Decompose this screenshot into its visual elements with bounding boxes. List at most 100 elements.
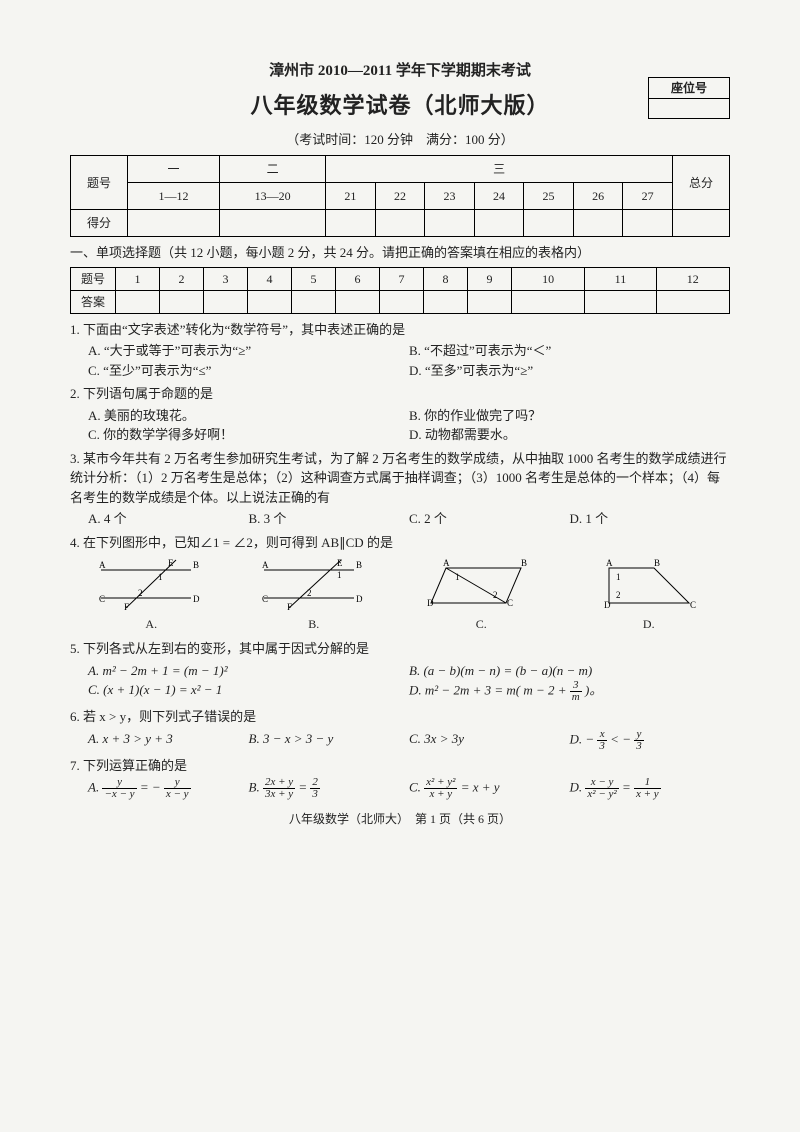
svg-text:C: C	[690, 600, 696, 610]
option: B. 你的作业做完了吗？	[409, 406, 730, 426]
total-col: 总分	[673, 156, 730, 210]
exam-page: 漳州市 2010—2011 学年下学期期末考试 八年级数学试卷（北师大版） 座位…	[0, 0, 800, 1132]
option: D. m² − 2m + 3 = m( m − 2 + 3m )。	[409, 680, 730, 703]
question-text: 3. 某市今年共有 2 万名考生参加研究生考试，为了解 2 万名考生的数学成绩，…	[70, 449, 730, 508]
table-row: 答案	[71, 290, 730, 313]
section-col: 二	[220, 156, 326, 183]
figure-d: AB DC 12 D.	[594, 558, 704, 633]
option: D. x − yx² − y² = 1x + y	[570, 777, 731, 800]
option: C. 你的数学学得多好啊！	[88, 425, 409, 445]
question-text: 5. 下列各式从左到右的变形，其中属于因式分解的是	[70, 639, 730, 659]
svg-text:C: C	[507, 598, 513, 608]
section-col: 一	[128, 156, 220, 183]
svg-text:2: 2	[616, 590, 621, 600]
figure-b: AB CD EF 12 B.	[259, 558, 369, 633]
option: B. 3 个	[249, 509, 410, 529]
svg-text:A: A	[99, 560, 106, 570]
diagram-icon: AB CD EF 12	[96, 558, 206, 613]
option: B. (a − b)(m − n) = (b − a)(n − m)	[409, 661, 730, 681]
svg-text:D: D	[356, 594, 363, 604]
col-range: 25	[524, 183, 574, 210]
table-row: 题号 一 二 三 总分	[71, 156, 730, 183]
svg-text:1: 1	[616, 572, 621, 582]
option: C. (x + 1)(x − 1) = x² − 1	[88, 680, 409, 703]
title-row: 八年级数学试卷（北师大版） 座位号	[70, 89, 730, 122]
col-range: 24	[474, 183, 524, 210]
page-footer: 八年级数学（北师大） 第 1 页（共 6 页）	[70, 810, 730, 828]
diagram-icon: A B D C 1 2	[594, 558, 704, 613]
col-range: 26	[573, 183, 623, 210]
answer-table: 题号 1 2 3 4 5 6 7 8 9 10 11 12 答案	[70, 267, 730, 314]
seat-number-box: 座位号	[648, 77, 730, 119]
seat-value	[649, 99, 729, 118]
svg-text:2: 2	[138, 588, 143, 598]
option: A. y−x − y = − yx − y	[88, 777, 249, 800]
table-row: 得分	[71, 210, 730, 237]
option: D. “至多”可表示为“≥”	[409, 361, 730, 381]
diagram-icon: A B D C 1 2	[421, 558, 541, 613]
diagram-icon: AB CD EF 12	[259, 558, 369, 613]
section-1-heading: 一、单项选择题（共 12 小题，每小题 2 分，共 24 分。请把正确的答案填在…	[70, 243, 730, 263]
question-3: 3. 某市今年共有 2 万名考生参加研究生考试，为了解 2 万名考生的数学成绩，…	[70, 449, 730, 529]
option: A. m² − 2m + 1 = (m − 1)²	[88, 661, 409, 681]
exam-info: （考试时间：120 分钟 满分：100 分）	[70, 130, 730, 150]
svg-text:B: B	[193, 560, 199, 570]
question-text: 4. 在下列图形中，已知∠1 = ∠2，则可得到 AB∥CD 的是	[70, 533, 730, 553]
question-text: 7. 下列运算正确的是	[70, 756, 730, 776]
svg-text:A: A	[443, 558, 450, 568]
svg-text:A: A	[606, 558, 613, 568]
col-range: 13—20	[220, 183, 326, 210]
option: D. − x3 < − y3	[570, 729, 731, 752]
svg-text:F: F	[287, 602, 292, 612]
option: C. “至少”可表示为“≤”	[88, 361, 409, 381]
option: A. x + 3 > y + 3	[88, 729, 249, 752]
svg-text:B: B	[356, 560, 362, 570]
svg-text:1: 1	[337, 570, 342, 580]
col-range: 27	[623, 183, 673, 210]
question-7: 7. 下列运算正确的是 A. y−x − y = − yx − y B. 2x …	[70, 756, 730, 801]
question-1: 1. 下面由“文字表述”转化为“数学符号”，其中表述正确的是 A. “大于或等于…	[70, 320, 730, 381]
figure-c: AB DC 12 C.	[421, 558, 541, 633]
question-2: 2. 下列语句属于命题的是 A. 美丽的玫瑰花。 B. 你的作业做完了吗？ C.…	[70, 384, 730, 445]
option: B. 3 − x > 3 − y	[249, 729, 410, 752]
section-col: 三	[326, 156, 673, 183]
seat-label: 座位号	[649, 78, 729, 99]
question-6: 6. 若 x > y，则下列式子错误的是 A. x + 3 > y + 3 B.…	[70, 707, 730, 752]
exam-header: 漳州市 2010—2011 学年下学期期末考试	[70, 60, 730, 83]
question-text: 2. 下列语句属于命题的是	[70, 384, 730, 404]
option: A. “大于或等于”可表示为“≥”	[88, 341, 409, 361]
question-4: 4. 在下列图形中，已知∠1 = ∠2，则可得到 AB∥CD 的是 AB CD …	[70, 533, 730, 634]
ans-row-label: 题号	[71, 267, 116, 290]
option: A. 美丽的玫瑰花。	[88, 406, 409, 426]
svg-text:2: 2	[493, 590, 498, 600]
score-table: 题号 一 二 三 总分 1—12 13—20 21 22 23 24 25 26…	[70, 155, 730, 237]
svg-text:2: 2	[307, 588, 312, 598]
option: D. 动物都需要水。	[409, 425, 730, 445]
main-title: 八年级数学试卷（北师大版）	[250, 89, 549, 122]
option: A. 4 个	[88, 509, 249, 529]
question-text: 1. 下面由“文字表述”转化为“数学符号”，其中表述正确的是	[70, 320, 730, 340]
svg-text:A: A	[262, 560, 269, 570]
svg-text:C: C	[99, 594, 105, 604]
svg-text:1: 1	[455, 572, 460, 582]
table-row: 题号 1 2 3 4 5 6 7 8 9 10 11 12	[71, 267, 730, 290]
col-range: 21	[326, 183, 376, 210]
svg-text:D: D	[193, 594, 200, 604]
col-range: 1—12	[128, 183, 220, 210]
svg-text:F: F	[124, 602, 129, 612]
option: B. “不超过”可表示为“＜”	[409, 341, 730, 361]
svg-text:D: D	[427, 598, 434, 608]
option: D. 1 个	[570, 509, 731, 529]
svg-text:1: 1	[158, 572, 163, 582]
col-range: 22	[375, 183, 425, 210]
col-range: 23	[425, 183, 475, 210]
row-label: 题号	[71, 156, 128, 210]
svg-text:D: D	[604, 600, 611, 610]
ans-row-label: 答案	[71, 290, 116, 313]
svg-text:B: B	[654, 558, 660, 568]
option: C. 3x > 3y	[409, 729, 570, 752]
svg-text:B: B	[521, 558, 527, 568]
question-5: 5. 下列各式从左到右的变形，其中属于因式分解的是 A. m² − 2m + 1…	[70, 639, 730, 703]
figure-a: AB CD EF 12 A.	[96, 558, 206, 633]
row-label: 得分	[71, 210, 128, 237]
